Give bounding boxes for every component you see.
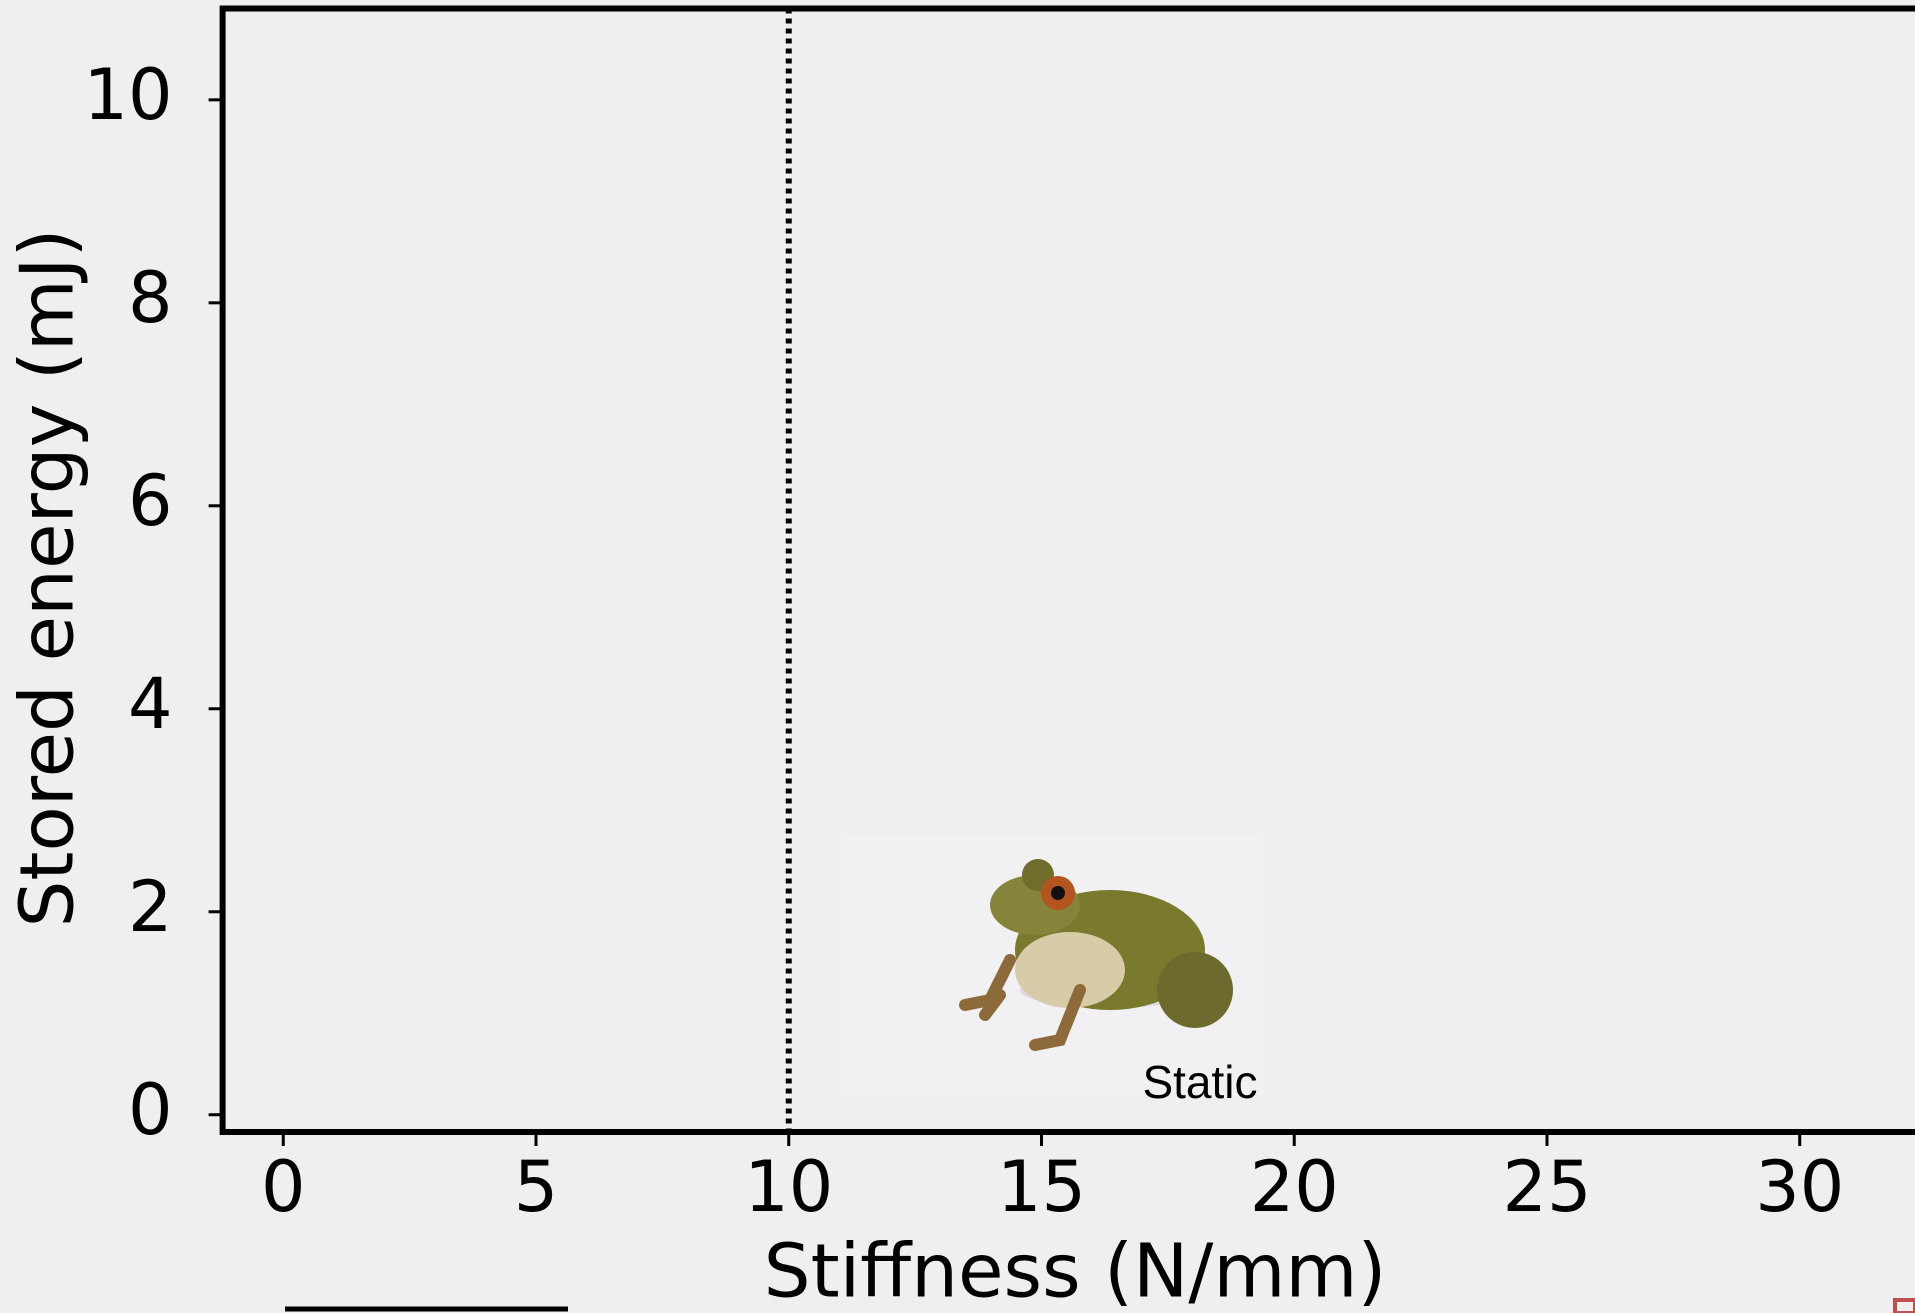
y-tick-label: 8 xyxy=(128,257,173,339)
annotation: Static xyxy=(1142,1056,1257,1108)
page: {"chart_data": {"type": "scatter", "xlab… xyxy=(0,0,1915,1313)
x-tick-label: 20 xyxy=(1250,1146,1339,1228)
y-axis-label: Stored energy (mJ) xyxy=(5,228,91,927)
x-tick-label: 15 xyxy=(997,1146,1086,1228)
x-tick-label: 30 xyxy=(1755,1146,1844,1228)
background xyxy=(0,0,1915,1313)
frog-pupil xyxy=(1051,886,1065,900)
frog-belly xyxy=(1015,932,1125,1008)
x-tick-label: 10 xyxy=(744,1146,833,1228)
y-tick-label: 0 xyxy=(128,1069,173,1151)
y-tick-label: 10 xyxy=(84,54,173,136)
x-axis-label: Stiffness (N/mm) xyxy=(764,1229,1387,1313)
chart: Static Stiffness (N/mm) Stored energy (m… xyxy=(0,0,1915,1313)
y-tick-label: 6 xyxy=(128,460,173,542)
x-tick-label: 5 xyxy=(514,1146,559,1228)
frog-leg xyxy=(1157,952,1233,1028)
y-tick-label: 4 xyxy=(128,663,173,745)
y-tick-label: 2 xyxy=(128,866,173,948)
x-tick-label: 25 xyxy=(1502,1146,1591,1228)
x-tick-label: 0 xyxy=(261,1146,306,1228)
